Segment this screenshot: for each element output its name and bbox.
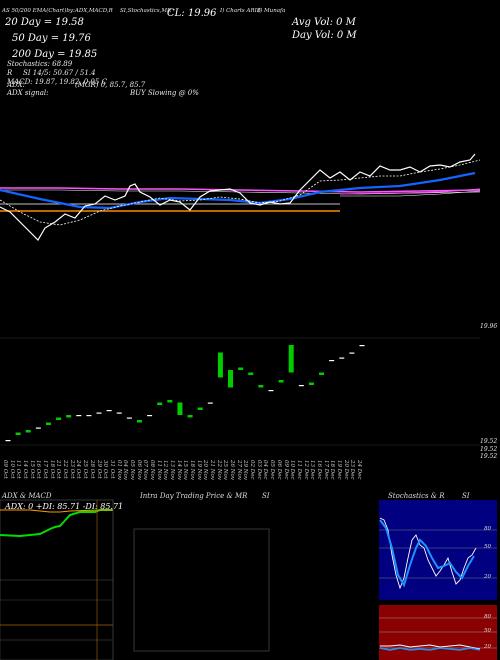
panel-tick-label: 80 [484, 526, 491, 532]
stochastics-panel [379, 500, 497, 600]
stochastics-readout: Stochastics: 68.89 [7, 60, 73, 68]
candle [96, 412, 102, 414]
header-line1-right2: () Munafa [258, 8, 286, 14]
intraday-panel-title: Intra Day Trading Price & MR [140, 492, 248, 500]
header-line1-left: AS 50/200 EMA(Chart)by:ADX,MACD,R [2, 8, 113, 14]
ema200-line [0, 187, 481, 193]
candle [56, 417, 62, 420]
intraday-panel [133, 528, 270, 652]
stoch-d-line [379, 519, 475, 588]
candle [106, 410, 112, 412]
buy-signal-readout: BUY Slowing @ 0% [130, 89, 199, 97]
candle [147, 415, 153, 417]
panel-tick-label: 80 [484, 614, 491, 620]
stoch-panel-title: Stochastics & R [388, 492, 445, 500]
candle [288, 345, 294, 373]
candle [349, 352, 355, 354]
candle [126, 417, 132, 419]
candle [248, 372, 254, 375]
avg-vol-label: Avg Vol: 0 M [292, 17, 356, 28]
panel-tick-label: 50 [484, 544, 491, 550]
price-level-bottom2: 19.52 [480, 446, 498, 453]
rsi-prefix: R [7, 69, 13, 77]
candle [177, 402, 183, 415]
ema200-label: 200 Day = 19.85 [12, 49, 98, 60]
price-level-top: 19.96 [480, 323, 498, 330]
candle [258, 385, 264, 388]
macd-readout: MACD: 19.87, 19.82, 0.05 C [7, 78, 107, 86]
panel-tick-label: 20 [484, 574, 491, 580]
candles-group [5, 345, 365, 442]
ema-overlay [0, 153, 481, 241]
adx-di-readout: ADX: 0 +DI: 85.71 -DI: 85.71 [5, 502, 124, 511]
candle [359, 345, 365, 347]
candle [86, 415, 92, 417]
candle [25, 430, 31, 433]
intraday-panel-title-si: SI [262, 492, 270, 500]
ema50-line [0, 171, 476, 210]
ema20-label: 20 Day = 19.58 [5, 17, 84, 28]
rsi-panel [379, 605, 497, 660]
adx-mgr-readout: (MGR) 0, 85.7, 85.7 [75, 81, 146, 89]
candle [329, 360, 335, 362]
price-level-bottom3: 19.52 [480, 453, 498, 460]
adx-plus-di-line [0, 509, 113, 538]
candle [136, 420, 142, 423]
price-level-bottom1: 19.52 [480, 438, 498, 445]
candle [35, 427, 41, 429]
day-vol-label: Day Vol: 0 M [292, 30, 357, 41]
ema20-line [0, 159, 481, 226]
candle [217, 352, 223, 378]
adx-signal-label: ADX signal: [7, 89, 49, 97]
candle [197, 407, 203, 410]
rsi-line-blue [379, 647, 481, 651]
candle [15, 432, 21, 435]
candle [238, 367, 244, 370]
stoch-panel-title-si: SI [462, 492, 470, 500]
rsi-readout: SI 14/5: 50.67 / 51.4 [23, 69, 96, 77]
candle [228, 370, 234, 388]
price-line [0, 153, 476, 241]
ema50-label: 50 Day = 19.76 [12, 33, 91, 44]
candle [157, 402, 163, 405]
candle [298, 385, 304, 387]
candle [207, 402, 213, 404]
candle [76, 415, 82, 417]
candle [187, 415, 193, 418]
candle [268, 390, 274, 392]
candle [5, 440, 11, 442]
candle [45, 422, 51, 425]
adx-minus-di-line [0, 509, 113, 513]
close-price-label: CL: 19.96 [167, 8, 217, 19]
candle [319, 372, 325, 375]
candle [308, 382, 314, 385]
header-line1-right1: I) Charts ARIB [220, 8, 261, 14]
stoch-k-line [379, 517, 477, 590]
candle [167, 400, 173, 403]
candle [339, 357, 345, 359]
candle [116, 412, 122, 414]
panel-tick-label: 50 [484, 628, 491, 634]
panel-tick-label: 20 [484, 644, 491, 650]
candle [278, 380, 284, 383]
adx-panel-title: ADX & MACD [2, 492, 52, 500]
rsi-line-white [380, 644, 481, 650]
candle [66, 415, 72, 418]
header-line1-mid: SI,Stochastics,MR [120, 8, 172, 14]
adx-label: ADX: [7, 81, 26, 89]
